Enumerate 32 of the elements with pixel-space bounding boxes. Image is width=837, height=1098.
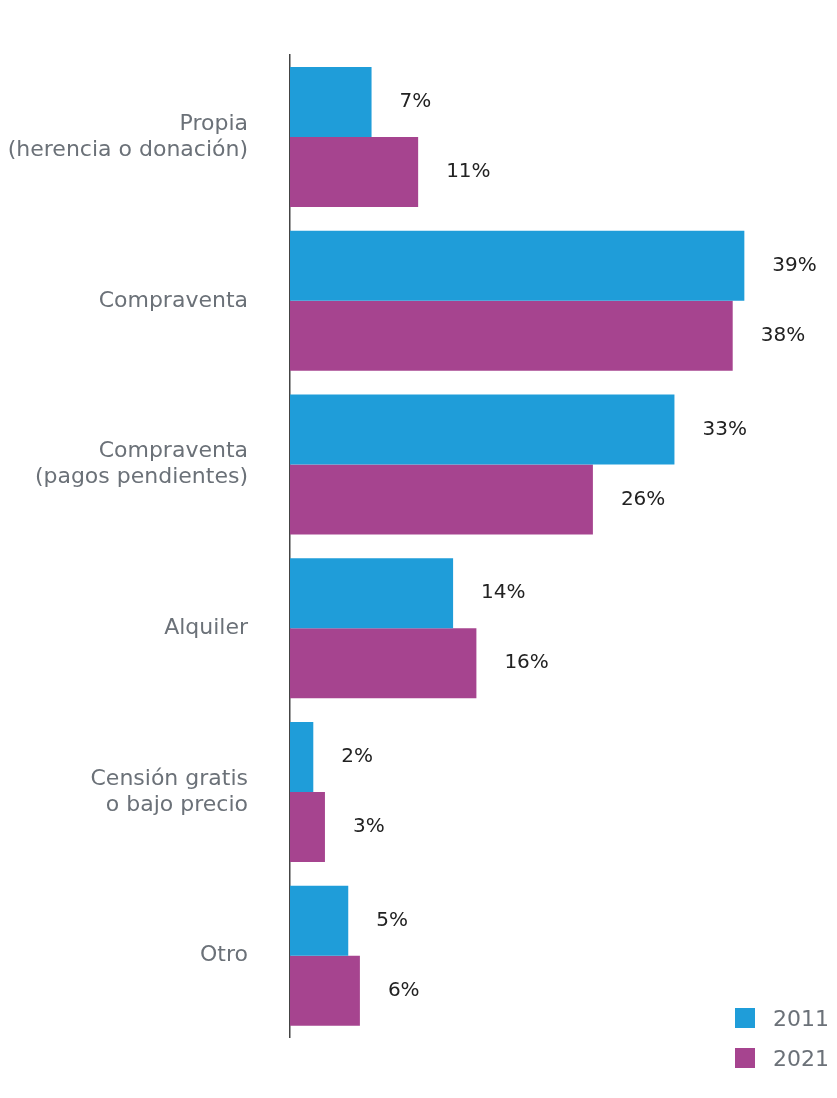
data-label: 2% <box>341 743 374 768</box>
data-label: 16% <box>504 649 549 674</box>
data-label: 3% <box>352 813 385 838</box>
bar <box>290 792 325 862</box>
bar <box>290 628 477 699</box>
bar <box>290 722 314 792</box>
y-tick-label: Alquiler <box>164 613 249 639</box>
data-label: 5% <box>376 906 408 931</box>
legend-label: 2011 <box>773 1005 829 1031</box>
data-label: 38% <box>760 322 806 346</box>
bar <box>290 558 454 629</box>
legend-label: 2021 <box>773 1045 829 1071</box>
data-label: 6% <box>387 976 420 1001</box>
y-tick-label: Propia (herencia o donación) <box>7 109 248 161</box>
data-label: 14% <box>481 579 526 604</box>
data-label: 7% <box>399 88 432 113</box>
y-tick-label: Otro <box>200 941 248 967</box>
bar <box>290 394 675 465</box>
y-tick-label: Compraventa <box>98 286 248 312</box>
bar <box>290 955 360 1026</box>
data-label: 11% <box>446 158 491 183</box>
y-tick-label: Censión gratis o bajo precio <box>90 764 248 816</box>
y-tick-label: Compraventa (pagos pendientes) <box>34 437 248 489</box>
data-label: 26% <box>620 485 666 510</box>
bar <box>290 67 372 138</box>
bar <box>290 230 745 301</box>
data-label: 39% <box>772 252 817 277</box>
bar <box>290 885 349 956</box>
bar <box>290 137 419 208</box>
data-label: 33% <box>702 415 747 440</box>
bar <box>290 300 733 371</box>
bar <box>290 464 593 535</box>
